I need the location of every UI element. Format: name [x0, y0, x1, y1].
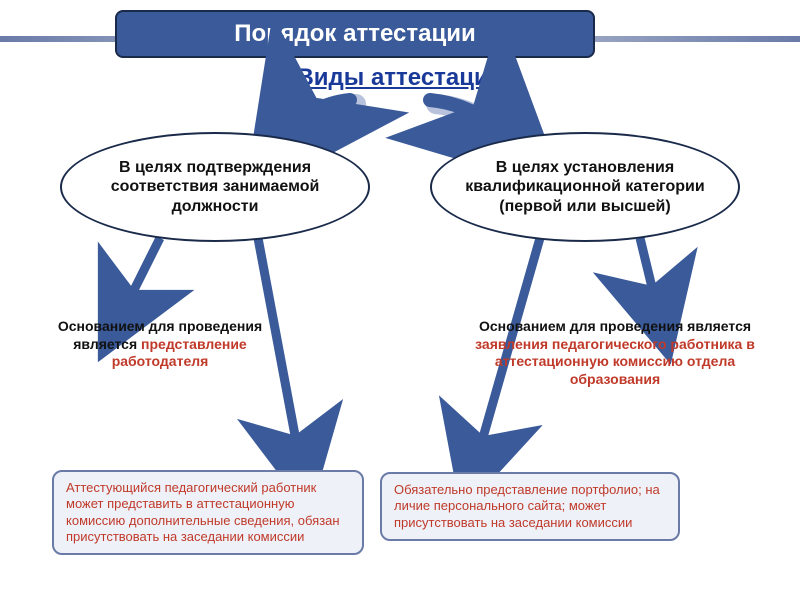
basis-right-prefix: Основанием для проведения является: [479, 318, 751, 334]
arrow-right-basis: [640, 238, 658, 312]
basis-left: Основанием для проведения является предс…: [50, 318, 270, 371]
basis-right: Основанием для проведения является заявл…: [470, 318, 760, 388]
note-right-text: Обязательно представление портфолио; на …: [394, 482, 660, 530]
arrow-top-right-shadow: [436, 104, 510, 138]
ellipse-right: В целях установления квалификационной ка…: [430, 132, 740, 242]
ellipse-right-text: В целях установления квалификационной ка…: [456, 158, 714, 216]
arrow-top-left: [292, 100, 350, 132]
note-right: Обязательно представление портфолио; на …: [380, 472, 680, 541]
ellipse-left: В целях подтверждения соответствия заним…: [60, 132, 370, 242]
note-left: Аттестующийся педагогический работник мо…: [52, 470, 364, 555]
arrow-top-left-shadow: [300, 104, 356, 136]
page-title: Порядок аттестации: [234, 20, 475, 48]
subtitle: Виды аттестации: [0, 64, 800, 92]
ellipse-left-text: В целях подтверждения соответствия заним…: [86, 158, 344, 216]
arrow-left-basis: [122, 238, 160, 314]
note-left-text: Аттестующийся педагогический работник мо…: [66, 480, 340, 544]
header-box: Порядок аттестации: [115, 10, 595, 58]
arrow-top-right: [430, 100, 504, 134]
basis-right-highlight: заявления педагогического работника в ат…: [475, 336, 755, 387]
